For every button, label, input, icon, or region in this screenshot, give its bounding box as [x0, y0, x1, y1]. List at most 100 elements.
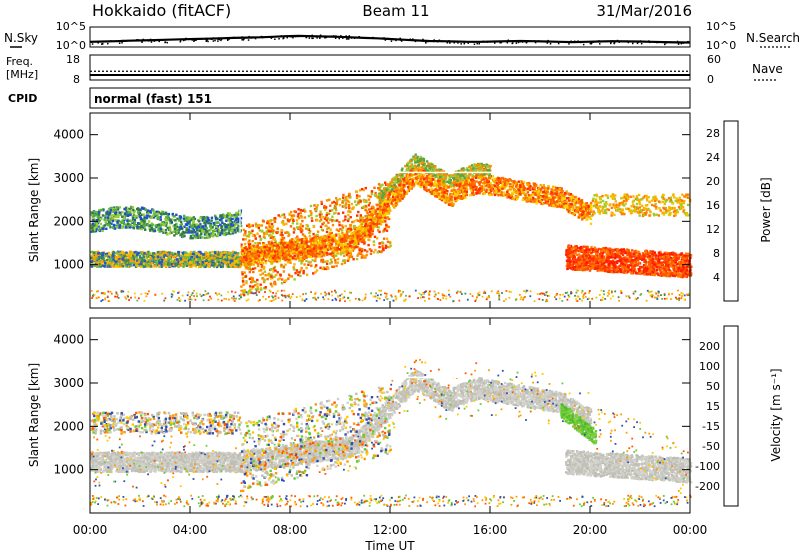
scatter-point: [309, 204, 313, 208]
scatter-point: [210, 232, 213, 235]
scatter-point: [369, 252, 373, 255]
scatter-point: [171, 265, 174, 268]
noise-search-point: [166, 41, 168, 44]
scatter-point: [243, 271, 246, 274]
noise-search-point: [348, 35, 350, 37]
scatter-point: [121, 226, 124, 229]
scatter-point: [301, 233, 305, 236]
scatter-point: [175, 260, 178, 263]
scatter-point: [373, 186, 376, 189]
scatter-point: [224, 258, 227, 261]
noise-search-point: [157, 38, 159, 41]
scatter-point: [106, 212, 109, 216]
scatter-point: [235, 253, 238, 257]
scatter-point: [289, 225, 293, 228]
scatter-point: [90, 256, 93, 259]
scatter-point: [474, 188, 478, 191]
scatter-point: [197, 254, 201, 258]
scatter-point: [179, 257, 183, 260]
scatter-point: [166, 218, 169, 222]
scatter-point: [158, 262, 161, 265]
scatter-point: [142, 224, 146, 228]
scatter-point: [309, 230, 312, 233]
scatter-point: [94, 213, 97, 217]
scatter-point: [120, 251, 123, 255]
scatter-point: [267, 234, 271, 237]
noise-search-point: [316, 37, 318, 39]
scatter-point: [122, 222, 126, 226]
scatter-point: [185, 216, 188, 219]
scatter-point: [171, 212, 174, 216]
scatter-point: [144, 214, 147, 217]
scatter-point: [313, 204, 316, 207]
scatter-point: [373, 235, 377, 238]
scatter-point: [270, 227, 273, 231]
scatter-point: [215, 254, 218, 257]
scatter-point: [104, 216, 107, 219]
scatter-point: [230, 254, 233, 257]
noise-search-point: [319, 37, 321, 39]
noise-search-point: [533, 40, 536, 42]
noise-search-point: [390, 38, 393, 40]
scatter-point: [300, 230, 303, 234]
scatter-point: [230, 227, 234, 230]
noise-panel: N.Sky 10^5 10^0 10^5 10^0 N.Search: [4, 20, 800, 52]
scatter-point: [117, 219, 120, 223]
scatter-point: [199, 224, 202, 228]
scatter-point: [119, 213, 122, 216]
scatter-point: [162, 254, 166, 257]
scatter-point: [166, 226, 169, 230]
scatter-point: [114, 214, 118, 217]
scatter-point: [201, 261, 204, 264]
scatter-point: [231, 253, 235, 256]
scatter-point: [113, 209, 116, 212]
scatter-point: [100, 259, 104, 263]
noise-search-point: [613, 42, 615, 45]
scatter-point: [323, 204, 326, 208]
scatter-point: [147, 214, 150, 217]
noise-search-point: [448, 40, 450, 42]
scatter-point: [134, 259, 138, 262]
scatter-point: [160, 213, 163, 216]
scatter-point: [299, 208, 302, 212]
scatter-point: [126, 219, 129, 222]
scatter-point: [314, 255, 318, 259]
scatter-point: [201, 218, 204, 222]
scatter-point: [173, 223, 176, 227]
scatter-point: [101, 254, 104, 257]
scatter-point: [257, 226, 260, 230]
scatter-point: [324, 243, 328, 247]
scatter-point: [105, 227, 108, 230]
noise-search-point: [400, 39, 402, 41]
scatter-point: [207, 236, 210, 239]
scatter-point: [162, 231, 165, 234]
scatter-point: [369, 210, 372, 214]
noise-search-point: [538, 40, 540, 43]
scatter-point: [124, 226, 127, 229]
scatter-point: [107, 216, 110, 219]
noise-search-point: [214, 39, 216, 42]
scatter-point: [153, 213, 156, 216]
scatter-point: [347, 255, 350, 258]
scatter-point: [295, 269, 299, 272]
scatter-point: [145, 251, 148, 254]
scatter-point: [240, 285, 243, 288]
noise-search-point: [582, 43, 585, 46]
scatter-point: [207, 232, 211, 235]
scatter-point: [194, 258, 198, 262]
noise-search-point: [153, 40, 156, 42]
scatter-point: [265, 232, 269, 236]
scatter-point: [111, 253, 115, 256]
noise-search-point: [447, 40, 449, 43]
noise-search-point: [137, 39, 140, 41]
scatter-point: [106, 223, 109, 227]
scatter-point: [242, 238, 245, 241]
scatter-point: [316, 204, 319, 207]
scatter-point: [262, 242, 265, 245]
noise-search-point: [315, 35, 317, 38]
noise-search-point: [142, 38, 145, 41]
scatter-point: [309, 210, 312, 213]
scatter-point: [285, 231, 289, 234]
scatter-point: [213, 233, 216, 236]
noise-search-point: [206, 37, 208, 40]
